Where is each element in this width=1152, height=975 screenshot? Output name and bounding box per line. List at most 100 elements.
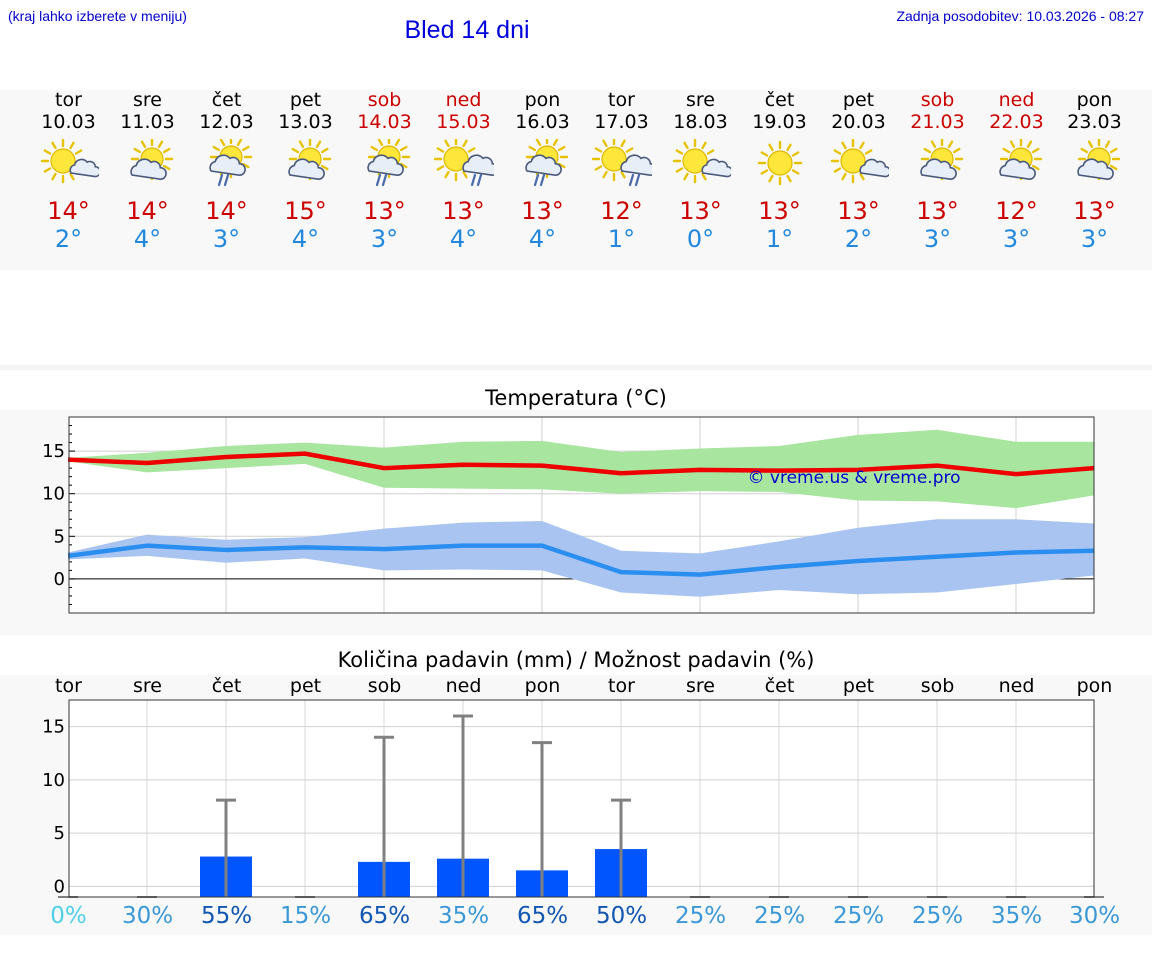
day-column: ned 22.03 12° 3° — [977, 89, 1056, 259]
min-temperature: 1° — [607, 225, 636, 253]
y-tick-label: 10 — [42, 770, 65, 791]
y-tick-label: 15 — [42, 717, 65, 738]
precipitation-day-label: pon — [524, 675, 561, 697]
precipitation-day-label: tor — [608, 675, 635, 697]
day-name: tor — [55, 89, 82, 111]
max-temperature: 14° — [47, 197, 90, 225]
day-column: tor 10.03 14° 2° — [29, 89, 108, 259]
cloud-sun-icon — [999, 139, 1043, 181]
sun-cloud-rain-icon — [434, 139, 494, 187]
precipitation-day-label: pet — [289, 675, 322, 697]
precipitation-day-label: sre — [686, 675, 715, 697]
day-date: 11.03 — [120, 111, 175, 133]
cloud-sun-rain-icon — [525, 139, 569, 187]
day-date: 14.03 — [357, 111, 412, 133]
day-column: tor 17.03 12° 1° — [582, 89, 661, 259]
cloud-sun-icon — [288, 139, 332, 181]
day-date: 21.03 — [910, 111, 965, 133]
day-column: pet 13.03 15° 4° — [266, 89, 345, 259]
day-name: pet — [289, 89, 322, 111]
max-temperature: 13° — [521, 197, 564, 225]
day-name: ned — [445, 89, 482, 111]
day-column: sre 11.03 14° 4° — [108, 89, 187, 259]
cloud-sun-icon — [920, 139, 964, 181]
temperature-chart-title: Temperatura (°C) — [485, 386, 667, 410]
min-temperature: 4° — [528, 225, 557, 253]
precipitation-day-label: sob — [920, 675, 955, 697]
max-temperature: 13° — [363, 197, 406, 225]
day-name: sre — [133, 89, 162, 111]
y-tick-label: 10 — [42, 484, 65, 505]
precipitation-probability: 25% — [832, 903, 885, 929]
min-temperature: 3° — [923, 225, 952, 253]
location-hint: (kraj lahko izberete v meniju) — [8, 8, 187, 24]
precipitation-probability: 25% — [911, 903, 964, 929]
precipitation-probability: 25% — [753, 903, 806, 929]
day-column: sob 14.03 13° 3° — [345, 89, 424, 259]
precipitation-probability: 65% — [358, 903, 411, 929]
max-temperature: 12° — [600, 197, 643, 225]
daily-forecast-panel — [0, 90, 1152, 270]
precipitation-day-label: čet — [764, 675, 795, 697]
min-temperature: 1° — [765, 225, 794, 253]
min-temperature: 3° — [1080, 225, 1109, 253]
day-name: pon — [1076, 89, 1113, 111]
precipitation-day-label: ned — [445, 675, 482, 697]
day-date: 12.03 — [199, 111, 254, 133]
day-name: sob — [367, 89, 402, 111]
precipitation-probability: 30% — [121, 903, 174, 929]
y-tick-label: 15 — [42, 441, 65, 462]
precipitation-probability: 50% — [595, 903, 648, 929]
min-temperature: 3° — [370, 225, 399, 253]
day-date: 18.03 — [673, 111, 728, 133]
max-temperature-line — [67, 451, 1095, 477]
temperature-chart: 0 5 10 15 © vreme.us & vreme.pro — [42, 416, 1095, 614]
precipitation-day-label: sre — [133, 675, 162, 697]
precipitation-probability: 25% — [674, 903, 727, 929]
last-update: Zadnja posodobitev: 10.03.2026 - 08:27 — [896, 8, 1144, 24]
max-temperature: 13° — [679, 197, 722, 225]
day-date: 22.03 — [989, 111, 1044, 133]
precipitation-day-label: pon — [1076, 675, 1113, 697]
day-date: 13.03 — [278, 111, 333, 133]
day-column: sob 21.03 13° 3° — [898, 89, 977, 259]
day-name: sob — [920, 89, 955, 111]
day-column: čet 12.03 14° 3° — [187, 89, 266, 259]
plot-frame — [68, 699, 1095, 898]
divider — [0, 365, 1152, 370]
precipitation-probability-row: 0% 30% 55% 15% 65% 35% 65% 50% 25% 25% 25% 25% 35% 30… — [0, 903, 1152, 935]
plot-frame — [68, 416, 1095, 614]
precipitation-probability: 55% — [200, 903, 253, 929]
watermark: © vreme.us & vreme.pro — [747, 468, 960, 488]
precipitation-chart-title: Količina padavin (mm) / Možnost padavin … — [337, 648, 815, 672]
sun-cloud-rain-icon — [592, 139, 652, 187]
y-tick-label: 5 — [54, 823, 65, 844]
precipitation-day-label: tor — [55, 675, 82, 697]
cloud-sun-icon — [130, 139, 174, 181]
cloud-sun-rain-icon — [367, 139, 411, 187]
min-temperature-line — [67, 543, 1095, 577]
precipitation-probability: 0% — [50, 903, 87, 929]
max-temperature: 13° — [916, 197, 959, 225]
cloud-sun-rain-icon — [209, 139, 253, 187]
day-date: 15.03 — [436, 111, 491, 133]
max-temperature: 13° — [1073, 197, 1116, 225]
max-temperature: 15° — [284, 197, 327, 225]
y-tick-label: 0 — [54, 569, 65, 590]
day-date: 17.03 — [594, 111, 649, 133]
day-column: ned 15.03 13° 4° — [424, 89, 503, 259]
day-column: čet 19.03 13° 1° — [740, 89, 819, 259]
min-temperature: 3° — [212, 225, 241, 253]
precipitation-probability: 30% — [1068, 903, 1121, 929]
y-tick-label: 5 — [54, 526, 65, 547]
day-name: pon — [524, 89, 561, 111]
day-name: tor — [608, 89, 635, 111]
min-temperature: 4° — [449, 225, 478, 253]
sun-icon — [757, 140, 803, 186]
max-temperature: 12° — [995, 197, 1038, 225]
day-name: čet — [211, 89, 242, 111]
day-date: 10.03 — [41, 111, 96, 133]
sun-cloud-icon — [830, 139, 889, 184]
precipitation-probability: 35% — [990, 903, 1043, 929]
min-temperature: 3° — [1002, 225, 1031, 253]
